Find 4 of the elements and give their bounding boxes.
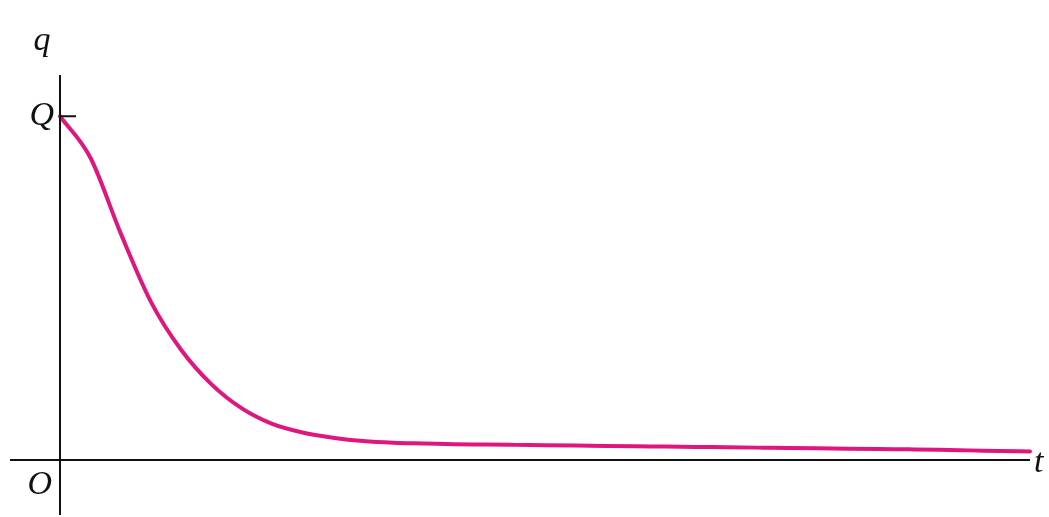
annotation: Q bbox=[29, 95, 54, 133]
x-axis-title: t bbox=[1034, 442, 1045, 479]
y-axis-title: q bbox=[33, 20, 51, 57]
text: O bbox=[27, 463, 52, 501]
